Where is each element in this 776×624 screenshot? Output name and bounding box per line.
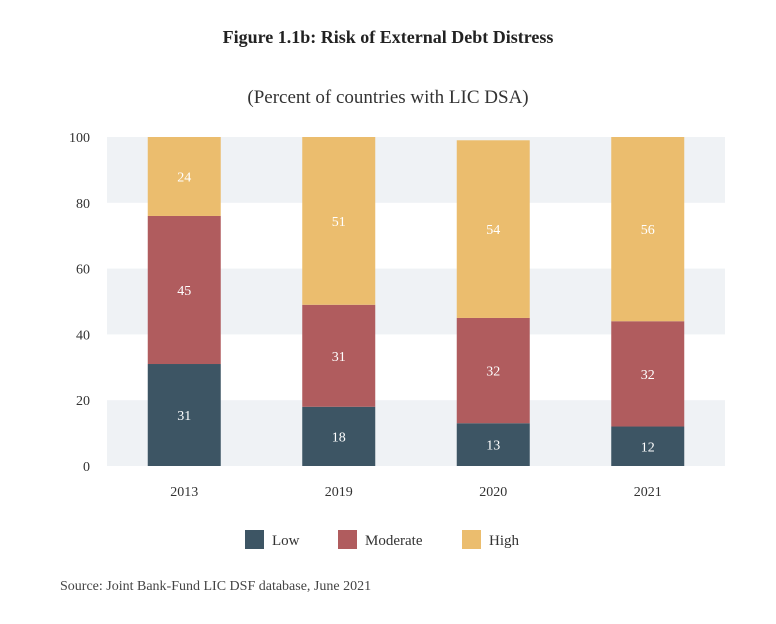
y-tick-label: 60 <box>76 263 90 278</box>
legend-swatch-moderate <box>338 530 357 549</box>
data-label: 32 <box>486 365 500 380</box>
bar-moderate-2019 <box>302 304 376 407</box>
data-label: 31 <box>177 409 191 424</box>
bar-high-2019 <box>302 137 376 305</box>
x-tick-label: 2021 <box>634 485 662 500</box>
chart-subtitle: (Percent of countries with LIC DSA) <box>247 87 529 108</box>
data-label: 45 <box>177 284 191 299</box>
bar-moderate-2013 <box>147 215 221 365</box>
data-label: 56 <box>641 223 655 238</box>
legend-swatch-high <box>462 530 481 549</box>
bar-low-2019 <box>302 406 376 466</box>
x-tick-label: 2019 <box>325 485 353 500</box>
bar-high-2021 <box>611 137 685 322</box>
bar-moderate-2021 <box>611 321 685 427</box>
data-label: 31 <box>332 350 346 365</box>
legend-label-moderate: Moderate <box>365 533 423 549</box>
data-label: 18 <box>332 430 346 445</box>
data-label: 32 <box>641 368 655 383</box>
legend-swatch-low <box>245 530 264 549</box>
bar-low-2013 <box>147 364 221 466</box>
y-tick-label: 40 <box>76 328 90 343</box>
x-tick-label: 2020 <box>479 485 507 500</box>
y-tick-label: 80 <box>76 197 90 212</box>
source-note: Source: Joint Bank-Fund LIC DSF database… <box>60 579 372 594</box>
legend-label-low: Low <box>272 533 300 549</box>
bar-high-2013 <box>147 137 221 216</box>
bar-high-2020 <box>456 140 530 318</box>
data-label: 24 <box>177 170 191 185</box>
legend-label-high: High <box>489 533 520 549</box>
y-tick-label: 20 <box>76 394 90 409</box>
data-label: 12 <box>641 440 655 455</box>
bar-low-2021 <box>611 426 685 466</box>
data-label: 54 <box>486 223 500 238</box>
stacked-bar-chart: 0 20 40 60 80 100 31 45 24 2013 18 31 51 2019 13 32 54 20… <box>69 131 725 549</box>
x-tick-label: 2013 <box>170 485 198 500</box>
y-tick-label: 100 <box>69 131 90 146</box>
data-label: 51 <box>332 215 346 230</box>
y-tick-label: 0 <box>83 460 90 475</box>
bar-low-2020 <box>456 423 530 466</box>
bar-moderate-2020 <box>456 317 530 424</box>
data-label: 13 <box>486 439 500 454</box>
chart-title: Figure 1.1b: Risk of External Debt Distr… <box>222 27 554 47</box>
